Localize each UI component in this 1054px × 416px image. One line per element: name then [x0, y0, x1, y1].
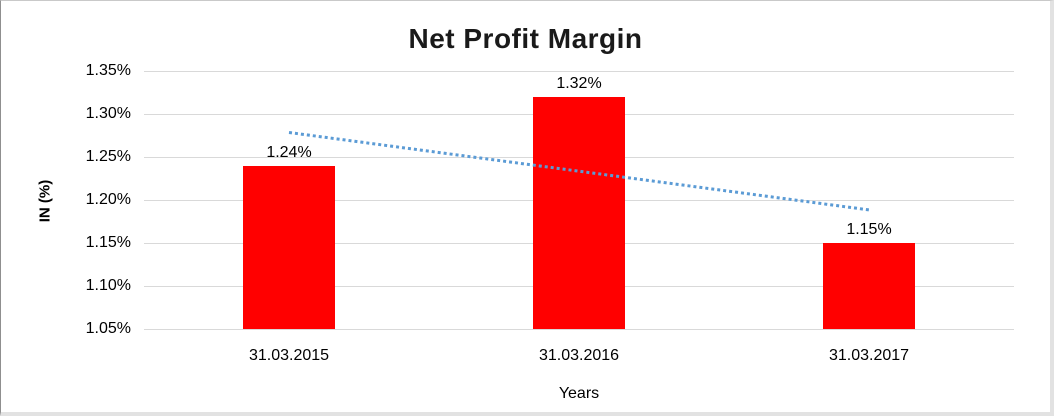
bar [533, 96, 625, 329]
gridline [144, 71, 1014, 72]
y-tick-label: 1.15% [85, 234, 131, 251]
bar [823, 243, 915, 329]
plot-area [144, 71, 1014, 330]
bar [243, 165, 335, 329]
x-category-label: 31.03.2015 [248, 347, 330, 364]
y-tick-label: 1.30% [85, 105, 131, 122]
chart-title: Net Profit Margin [408, 23, 643, 54]
x-category-label: 31.03.2017 [828, 347, 910, 364]
y-tick-label: 1.10% [85, 277, 131, 294]
x-category-label: 31.03.2016 [538, 347, 620, 364]
y-tick-label: 1.35% [85, 62, 131, 79]
gridline [144, 329, 1014, 330]
bar-value-label: 1.32% [556, 74, 602, 92]
bar-value-label: 1.15% [846, 221, 892, 238]
x-axis-title: Years [558, 385, 600, 402]
y-tick-label: 1.25% [85, 148, 131, 165]
bar-value-label: 1.24% [266, 143, 312, 161]
y-tick-label: 1.20% [85, 191, 131, 208]
y-tick-label: 1.05% [85, 320, 131, 337]
